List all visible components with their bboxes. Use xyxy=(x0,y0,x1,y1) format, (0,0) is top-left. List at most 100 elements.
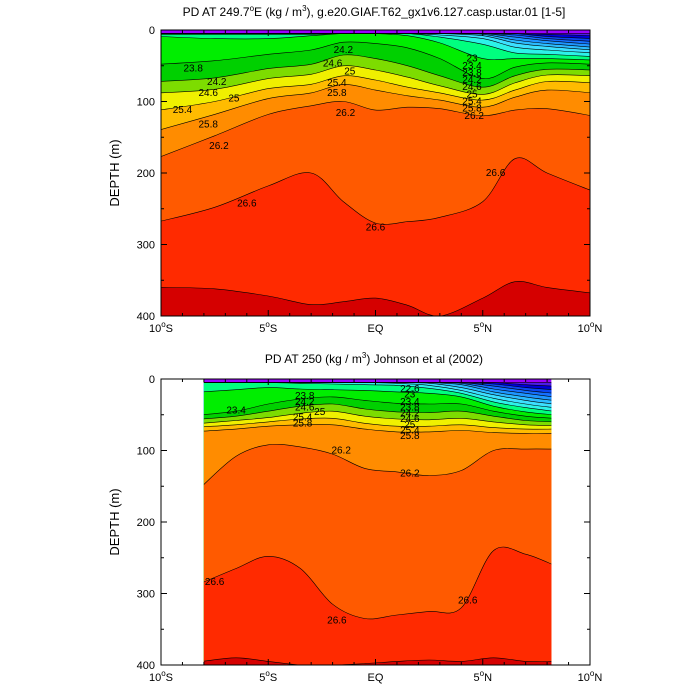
x-tick-label: 5oN xyxy=(473,669,492,684)
y-tick-label: 400 xyxy=(137,660,155,672)
contour-line xyxy=(161,65,590,95)
contour-label: 25 xyxy=(466,89,478,100)
y-tick-label: 200 xyxy=(137,168,155,180)
contour-band xyxy=(161,281,590,316)
contour-label: 26.2 xyxy=(336,108,356,119)
contour-label: 23.8 xyxy=(183,64,203,75)
contour-label: 25.4 xyxy=(173,105,193,116)
contour-label: 25 xyxy=(344,66,356,77)
contour-line xyxy=(203,382,552,412)
contour-label: 25 xyxy=(404,420,416,431)
contour-label: 25.8 xyxy=(327,88,347,99)
contour-label: 23 xyxy=(466,54,478,65)
contour-label: 25.8 xyxy=(293,418,313,429)
contour-label: 26.2 xyxy=(400,468,420,479)
contour-label: 25 xyxy=(314,407,326,418)
contour-label: 26.2 xyxy=(331,446,351,457)
contour-band xyxy=(203,657,552,665)
contour-label: 23 xyxy=(404,390,416,401)
contour-label: 24.6 xyxy=(323,59,343,70)
contour-label: 26.6 xyxy=(458,596,478,607)
contour-line xyxy=(203,396,552,419)
contour-label: 25.8 xyxy=(198,119,218,130)
y-tick-label: 300 xyxy=(137,589,155,601)
panel-model: PD AT 249.7oE (kg / m3), g.e20.GIAF.T62_… xyxy=(107,4,602,335)
contour-label: 24.6 xyxy=(295,403,315,414)
y-tick-label: 100 xyxy=(137,97,155,109)
contour-label: 24.6 xyxy=(462,82,482,93)
y-tick-label: 200 xyxy=(137,517,155,529)
contour-band xyxy=(203,379,552,385)
contour-label: 26.6 xyxy=(205,577,225,588)
contour-line xyxy=(203,410,552,426)
contour-label: 23.4 xyxy=(400,397,420,408)
contour-line xyxy=(203,443,552,485)
contour-line xyxy=(203,403,552,423)
contour-label: 25.8 xyxy=(462,104,482,115)
y-tick-label: 100 xyxy=(137,446,155,458)
contour-label: 23.4 xyxy=(226,405,246,416)
contour-label: 25 xyxy=(228,94,240,105)
contour-label: 24.2 xyxy=(462,75,482,86)
contour-label: 26.2 xyxy=(209,141,229,152)
panel-title-model: PD AT 249.7oE (kg / m3), g.e20.GIAF.T62_… xyxy=(183,4,566,19)
contour-line xyxy=(161,75,590,111)
contour-label: 23.8 xyxy=(462,68,482,79)
y-tick-label: 0 xyxy=(149,25,155,37)
y-tick-label: 300 xyxy=(137,240,155,252)
contour-line xyxy=(161,33,590,57)
contour-label: 26.6 xyxy=(237,199,257,210)
contour-label: 24.6 xyxy=(400,414,420,425)
contour-label: 23.4 xyxy=(462,61,482,72)
contour-line xyxy=(203,657,552,665)
contour-label: 23.8 xyxy=(400,403,420,414)
panel-observations: PD AT 250 (kg / m3) Johnson et al (2002)… xyxy=(107,351,602,684)
x-tick-label: EQ xyxy=(368,672,384,684)
x-tick-label: 10oN xyxy=(578,669,603,684)
y-tick-label: 0 xyxy=(149,374,155,386)
contour-line xyxy=(161,281,590,316)
x-tick-label: 10oS xyxy=(149,320,173,335)
contour-line xyxy=(203,417,552,430)
contour-line xyxy=(161,33,590,61)
contour-label: 25.8 xyxy=(400,431,420,442)
contour-line xyxy=(203,387,552,415)
contour-line xyxy=(161,101,590,157)
contour-band xyxy=(203,547,552,665)
contour-line xyxy=(161,83,590,130)
contour-plot-model: 23.824.224.62525.425.826.226.626.626.624… xyxy=(137,25,603,335)
contour-label: 26.6 xyxy=(486,168,506,179)
contour-line xyxy=(161,54,590,88)
contour-label: 23.8 xyxy=(295,391,315,402)
contour-line xyxy=(161,157,590,225)
contour-label: 25.4 xyxy=(462,97,482,108)
contour-label: 24.2 xyxy=(400,408,420,419)
contour-label: 24.2 xyxy=(207,77,227,88)
contour-line xyxy=(203,424,552,434)
contour-line xyxy=(203,546,552,620)
y-tick-label: 400 xyxy=(137,311,155,323)
x-tick-label: 10oS xyxy=(149,669,173,684)
y-axis-label-model: DEPTH (m) xyxy=(107,139,122,206)
contour-label: 24.6 xyxy=(198,88,218,99)
contour-plot-observations: 23.423.824.224.6 2525.425.826.222.62323.4… xyxy=(137,374,603,684)
contour-label: 25.4 xyxy=(293,413,313,424)
contour-label: 26.2 xyxy=(464,111,484,122)
contour-label: 26.6 xyxy=(366,222,386,233)
contour-label: 24.2 xyxy=(334,45,354,56)
x-tick-label: EQ xyxy=(368,323,384,335)
x-tick-label: 5oN xyxy=(473,320,492,335)
contour-band xyxy=(161,157,590,316)
x-tick-label: 5oS xyxy=(259,320,277,335)
contour-line xyxy=(161,41,590,79)
contour-fills xyxy=(161,30,590,316)
contour-label: 25.4 xyxy=(400,425,420,436)
x-tick-label: 5oS xyxy=(259,669,277,684)
panel-title-observations: PD AT 250 (kg / m3) Johnson et al (2002) xyxy=(265,351,483,366)
contour-label: 26.6 xyxy=(327,616,347,627)
contour-label: 25.4 xyxy=(327,78,347,89)
contour-fills xyxy=(203,379,552,665)
x-tick-label: 10oN xyxy=(578,320,603,335)
contour-label: 24.2 xyxy=(295,397,315,408)
